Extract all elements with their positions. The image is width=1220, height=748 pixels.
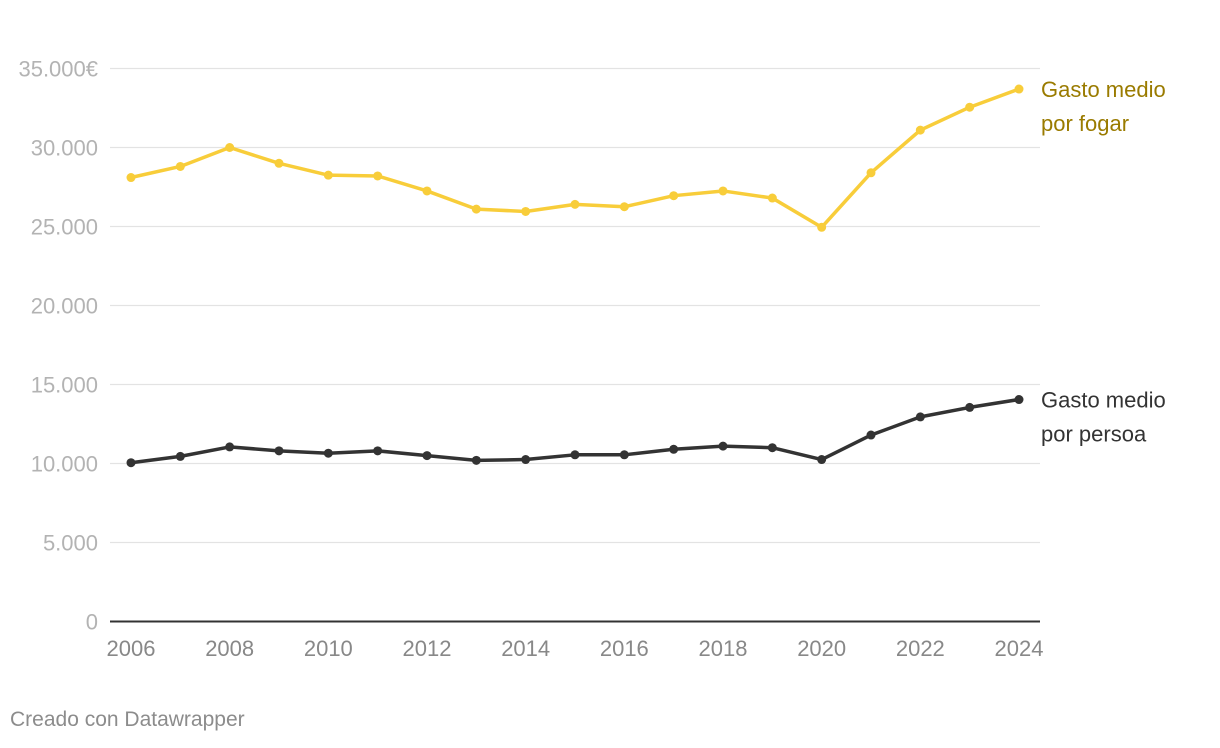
data-point (521, 455, 531, 465)
data-point (471, 204, 481, 214)
data-point (866, 430, 876, 440)
data-point (1014, 395, 1024, 405)
data-point (619, 450, 629, 460)
data-point (1014, 84, 1024, 94)
series-label: por fogar (1041, 111, 1129, 136)
data-point (965, 102, 975, 112)
data-point (126, 458, 136, 468)
data-point (767, 193, 777, 203)
series-labels: Gasto medio por fogar Gasto medio por perso… (1041, 77, 1166, 446)
y-tick-label: 15.000 (31, 373, 98, 398)
y-tick-label: 30.000 (31, 136, 98, 161)
x-tick-label: 2014 (501, 636, 550, 661)
data-point (422, 186, 432, 196)
data-point (521, 206, 531, 216)
data-point (718, 186, 728, 196)
footer-credit: Creado con Datawrapper (10, 708, 245, 731)
x-tick-label: 2020 (797, 636, 846, 661)
x-tick-label: 2010 (304, 636, 353, 661)
data-point (323, 170, 333, 180)
data-point (619, 202, 629, 212)
data-point (274, 158, 284, 168)
data-point (373, 171, 383, 181)
x-tick-label: 2018 (699, 636, 748, 661)
data-point (915, 412, 925, 422)
y-tick-label: 20.000 (31, 294, 98, 319)
y-tick-label: 35.000€ (18, 57, 98, 82)
data-point (422, 451, 432, 461)
data-point (373, 446, 383, 456)
y-tick-label: 10.000 (31, 452, 98, 477)
x-tick-label: 2012 (403, 636, 452, 661)
x-tick-label: 2008 (205, 636, 254, 661)
y-tick-label: 5.000 (43, 531, 98, 556)
data-point (225, 143, 235, 152)
x-tick-label: 2022 (896, 636, 945, 661)
data-point (669, 191, 679, 201)
data-point (965, 402, 975, 412)
series-group (126, 84, 1024, 468)
gridlines (110, 67, 1040, 544)
data-point (471, 455, 481, 465)
x-tick-label: 2016 (600, 636, 649, 661)
y-tick-label: 0 (86, 610, 98, 635)
x-tick-label: 2024 (995, 636, 1044, 661)
series-2 (126, 395, 1024, 468)
series-label: Gasto medio (1041, 388, 1166, 413)
data-point (175, 451, 185, 461)
series-label: Gasto medio (1041, 77, 1166, 102)
data-point (866, 168, 876, 178)
data-point (817, 455, 827, 465)
series-1 (126, 84, 1024, 232)
data-point (570, 199, 580, 209)
data-point (817, 222, 827, 232)
data-point (323, 448, 333, 458)
data-point (669, 444, 679, 454)
data-point (915, 125, 925, 135)
x-axis: 2006 2008 2010 2012 2014 2016 2018 2020 2022 2024 (107, 620, 1044, 661)
data-point (570, 450, 580, 460)
line-chart: 35.000€ 30.000 25.000 20.000 15.000 10.000 5.0… (18, 57, 1166, 662)
y-tick-label: 25.000 (31, 215, 98, 240)
x-tick-label: 2006 (107, 636, 156, 661)
data-point (767, 443, 777, 453)
y-axis: 35.000€ 30.000 25.000 20.000 15.000 10.000 5.0… (18, 57, 98, 635)
series-label: por persoa (1041, 422, 1147, 447)
data-point (126, 173, 136, 183)
data-point (175, 161, 185, 171)
data-point (718, 441, 728, 451)
data-point (274, 446, 284, 456)
data-point (225, 442, 235, 452)
